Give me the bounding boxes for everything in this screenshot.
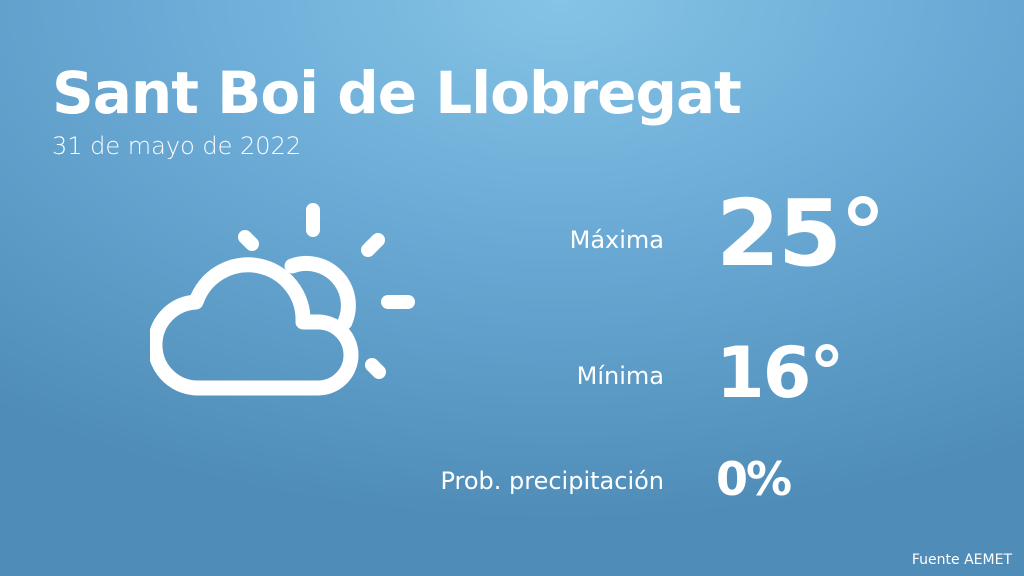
precip-value: 0% xyxy=(716,452,792,506)
max-label: Máxima xyxy=(569,226,664,254)
source-credit: Fuente AEMET xyxy=(911,552,1012,568)
min-label: Mínima xyxy=(576,362,664,390)
partly-cloudy-icon xyxy=(147,190,430,414)
min-temperature: 16° xyxy=(716,332,844,414)
forecast-date: 31 de mayo de 2022 xyxy=(52,132,302,160)
city-title: Sant Boi de Llobregat xyxy=(52,59,742,127)
precip-label: Prob. precipitación xyxy=(440,467,664,495)
max-temperature: 25° xyxy=(716,180,886,287)
